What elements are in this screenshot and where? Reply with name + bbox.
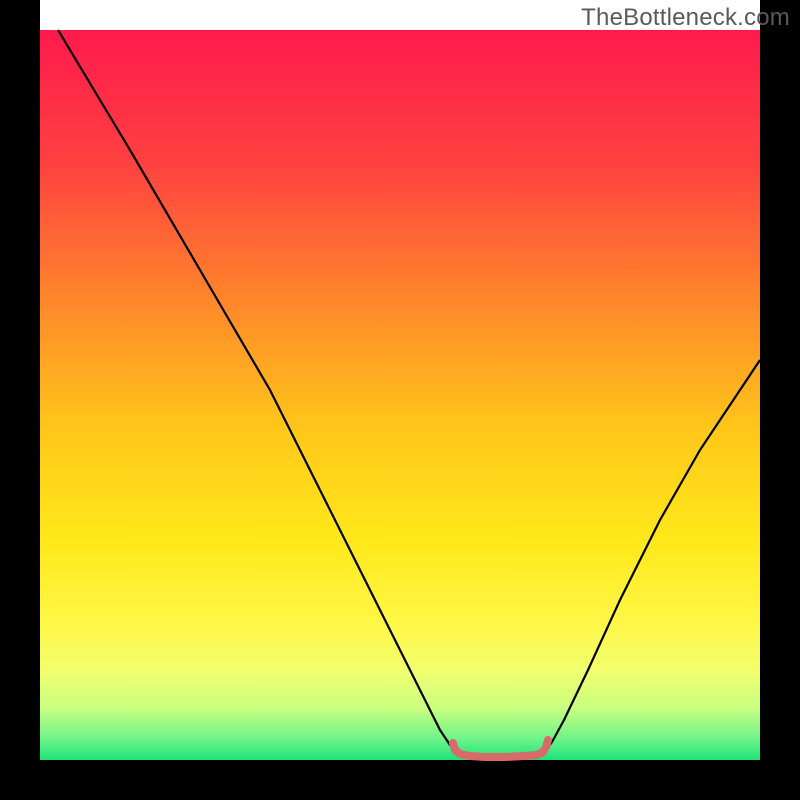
- curve-layer: [0, 0, 800, 800]
- chart-container: TheBottleneck.com: [0, 0, 800, 800]
- watermark-text: TheBottleneck.com: [581, 4, 790, 32]
- bottleneck-curve: [58, 30, 760, 757]
- optimal-range-marker: [453, 740, 548, 757]
